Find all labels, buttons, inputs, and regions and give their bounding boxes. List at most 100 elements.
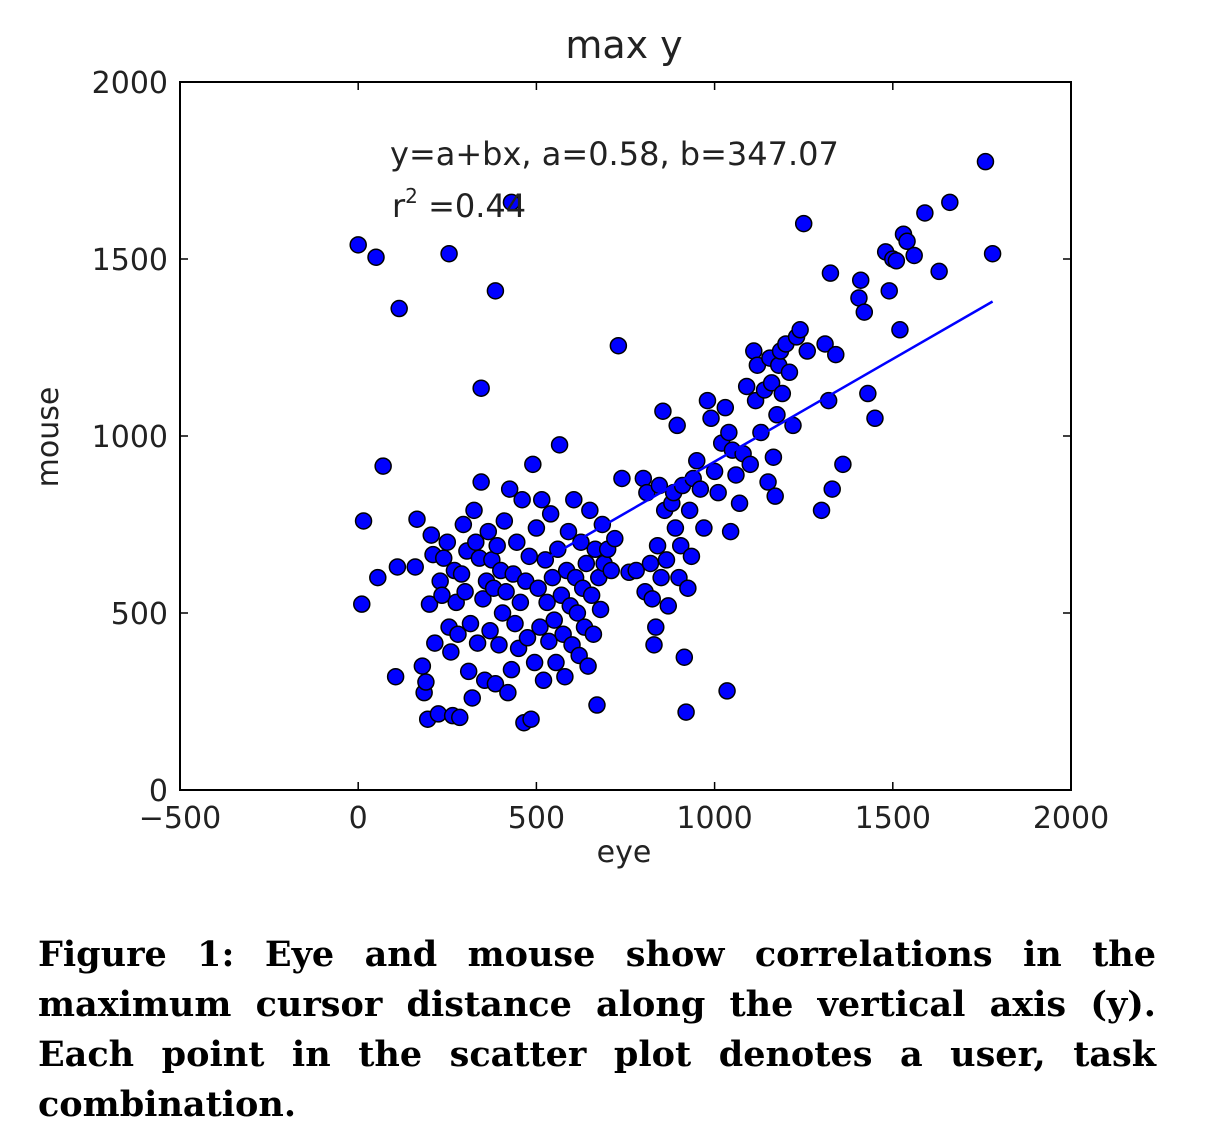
scatter-point — [698, 391, 717, 410]
y-tick-label: 0 — [149, 774, 168, 809]
scatter-point — [490, 636, 508, 654]
plot-area-frame — [179, 81, 1072, 791]
scatter-point — [657, 551, 676, 569]
scatter-point — [463, 689, 481, 707]
scatter-point — [420, 595, 439, 613]
points-layer — [349, 152, 1002, 732]
scatter-point — [675, 648, 694, 666]
scatter-point — [682, 547, 701, 566]
scatter-point — [668, 416, 686, 435]
x-tick-label: −500 — [139, 801, 221, 836]
x-axis-label: eye — [597, 835, 652, 870]
scatter-point — [677, 703, 695, 721]
scatter-point — [766, 487, 784, 505]
scatter-point — [417, 673, 435, 691]
scatter-point — [481, 621, 499, 640]
scatter-point — [440, 244, 458, 263]
scatter-point — [588, 696, 606, 714]
scatter-point — [759, 473, 777, 491]
scatter-point — [941, 193, 959, 212]
scatter-point — [613, 469, 631, 488]
scatter-point — [791, 321, 809, 339]
regression-line — [546, 300, 994, 560]
scatter-point — [827, 345, 845, 364]
scatter-point — [834, 455, 852, 474]
scatter-point — [647, 618, 665, 636]
scatter-point — [408, 510, 426, 528]
scatter-point — [581, 501, 599, 520]
scatter-point — [422, 526, 441, 544]
scatter-point — [534, 671, 553, 690]
scatter-point — [634, 469, 653, 488]
y-axis-label: mouse — [31, 387, 66, 488]
scatter-point — [812, 501, 831, 520]
scatter-point — [461, 614, 480, 633]
scatter-point — [550, 436, 569, 454]
scatter-point — [449, 625, 467, 643]
scatter-point — [349, 236, 367, 254]
scatter-point — [648, 536, 667, 555]
scatter-point — [666, 519, 685, 537]
scatter-point — [659, 597, 678, 615]
scatter-point — [413, 657, 432, 675]
caption-text: Eye and mouse show correlations in the m… — [38, 934, 1157, 1125]
scatter-point — [730, 494, 749, 513]
scatter-point — [474, 590, 492, 608]
scatter-point — [702, 409, 720, 428]
scatter-point — [705, 462, 724, 481]
scatter-point — [511, 593, 530, 612]
scatter-point — [737, 377, 756, 396]
scatter-point — [798, 342, 817, 360]
scatter-point — [643, 590, 661, 608]
scatter-point — [525, 653, 544, 672]
scatter-point — [851, 271, 870, 289]
scatter-point — [559, 522, 578, 541]
scatter-point — [513, 490, 531, 509]
scatter-point — [456, 583, 474, 601]
scatter-point — [627, 561, 645, 580]
scatter-point — [680, 501, 699, 520]
scatter-point — [568, 604, 587, 622]
scatter-point — [479, 522, 498, 541]
scatter-point — [609, 336, 628, 355]
scatter-point — [465, 501, 483, 520]
scatter-point — [493, 604, 512, 622]
scatter-point — [695, 519, 713, 537]
scatter-point — [374, 457, 392, 475]
scatter-point — [764, 448, 783, 466]
x-tick-label: 2000 — [1033, 801, 1109, 836]
scatter-point — [577, 554, 596, 573]
scatter-point — [500, 480, 519, 498]
scatter-point — [547, 653, 565, 672]
scatter-point — [502, 193, 521, 212]
scatter-point — [762, 374, 781, 392]
scatter-point — [741, 455, 759, 474]
scatter-point — [976, 152, 995, 171]
scatter-point — [652, 568, 670, 587]
scatter-point — [369, 568, 387, 587]
scatter-point — [866, 409, 884, 428]
r2-prefix: r — [392, 187, 406, 225]
figure-caption: Figure 1: Eye and mouse show correlation… — [38, 930, 1156, 1130]
fit-equation-annotation: y=a+bx, a=0.58, b=347.07 — [390, 135, 839, 173]
scatter-point — [442, 643, 460, 661]
scatter-point — [671, 536, 690, 555]
caption-label: Figure 1: — [38, 934, 235, 975]
scatter-point — [727, 466, 745, 484]
scatter-point — [367, 248, 385, 266]
scatter-point — [716, 398, 735, 417]
scatter-point — [499, 683, 517, 702]
scatter-point — [538, 593, 556, 612]
scatter-point — [531, 618, 549, 636]
scatter-point — [721, 522, 740, 541]
scatter-point — [718, 682, 736, 700]
scatter-point — [916, 204, 934, 222]
scatter-point — [508, 533, 526, 551]
scatter-point — [527, 519, 546, 537]
chart-title: max y — [565, 23, 682, 67]
scatter-point — [452, 565, 471, 583]
scatter-point — [353, 595, 371, 613]
scatter-point — [816, 335, 834, 353]
scatter-point — [502, 660, 521, 679]
